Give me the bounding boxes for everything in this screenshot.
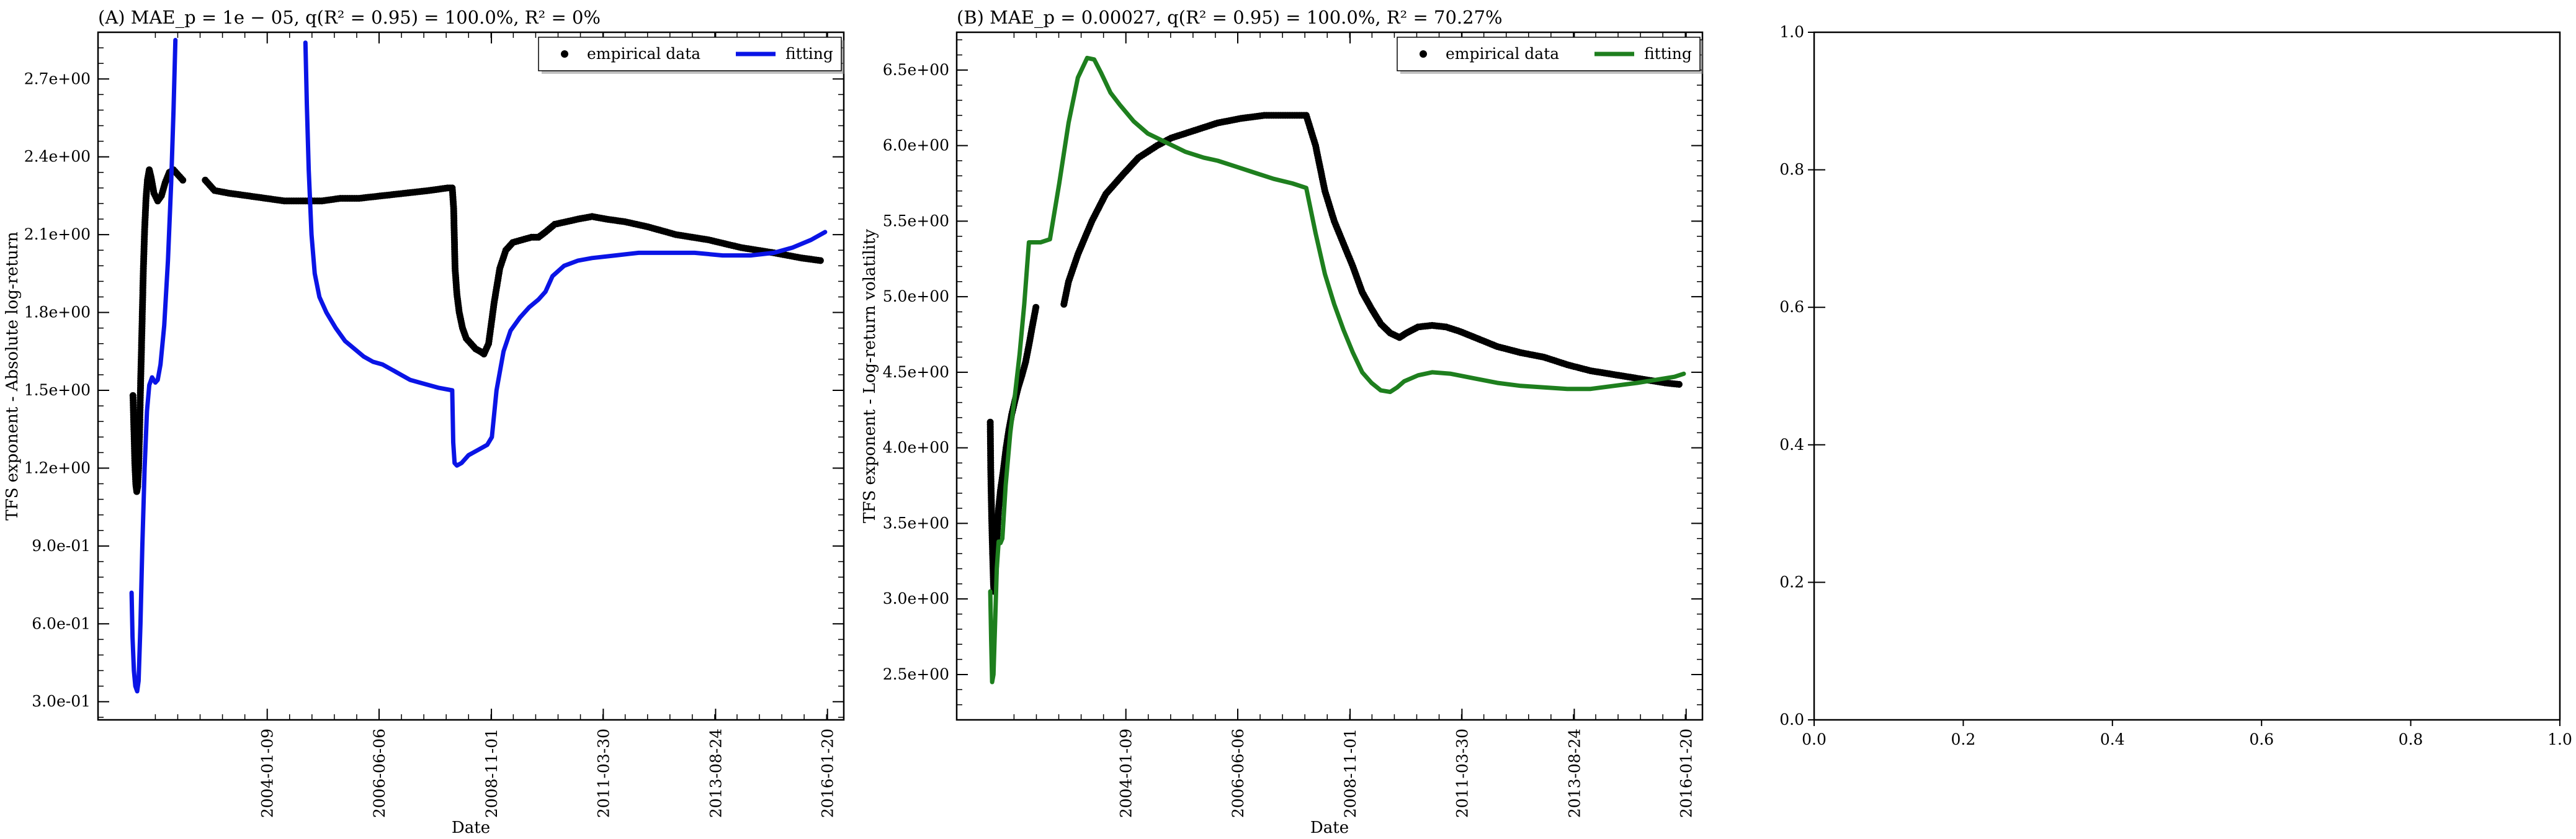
y-tick-label: 5.0e+00 [883, 287, 949, 305]
empirical-point [817, 257, 824, 264]
y-tick-label: 2.5e+00 [883, 665, 949, 683]
legend-label-fitting: fitting [1644, 45, 1692, 63]
y-tick-label: 2.4e+00 [24, 148, 91, 166]
y-axis-label: TFS exponent - Log-return volatility [861, 229, 879, 523]
x-axis-label: Date [1310, 819, 1349, 837]
x-tick-label: 0.6 [2249, 730, 2274, 748]
y-tick-label: 4.5e+00 [883, 363, 949, 381]
x-tick-label: 2016-01-20 [1678, 729, 1696, 818]
x-tick-label: 0.0 [1802, 730, 1827, 748]
y-tick-label: 1.0 [1779, 23, 1804, 41]
legend-label-empirical: empirical data [587, 45, 700, 63]
y-tick-label: 1.2e+00 [24, 459, 91, 477]
y-tick-label: 6.0e-01 [32, 614, 91, 632]
panel-title: (A) MAE_p = 1e − 05, q(R² = 0.95) = 100.… [98, 7, 601, 29]
x-tick-label: 2008-11-01 [483, 729, 501, 818]
legend-marker-empirical [1420, 50, 1427, 58]
y-tick-label: 2.7e+00 [24, 70, 91, 87]
x-tick-label: 1.0 [2547, 730, 2572, 748]
y-tick-label: 0.8 [1779, 161, 1804, 179]
x-axis-label: Date [452, 819, 490, 837]
x-tick-label: 2011-03-30 [594, 729, 612, 818]
legend-label-empirical: empirical data [1446, 45, 1559, 63]
x-tick-label: 2004-01-09 [259, 729, 277, 818]
x-tick-label: 2013-08-24 [1565, 729, 1583, 818]
y-tick-label: 3.0e-01 [32, 693, 91, 711]
y-axis-label: TFS exponent - Absolute log-return [3, 231, 22, 521]
y-tick-label: 0.2 [1779, 573, 1804, 591]
empirical-point [179, 177, 186, 184]
y-tick-label: 1.5e+00 [24, 381, 91, 399]
y-tick-label: 0.4 [1779, 436, 1804, 454]
y-tick-label: 6.5e+00 [883, 61, 949, 79]
x-tick-label: 2004-01-09 [1117, 729, 1135, 818]
x-tick-label: 2006-06-06 [370, 729, 388, 818]
legend-label-fitting: fitting [785, 45, 833, 63]
empirical-point [1032, 304, 1039, 311]
x-tick-label: 2016-01-20 [819, 729, 837, 818]
y-tick-label: 5.5e+00 [883, 212, 949, 230]
y-tick-label: 0.6 [1779, 298, 1804, 316]
x-tick-label: 2011-03-30 [1453, 729, 1471, 818]
x-tick-label: 0.4 [2100, 730, 2125, 748]
empirical-point [1676, 381, 1683, 388]
y-tick-label: 9.0e-01 [32, 537, 91, 555]
y-tick-label: 4.0e+00 [883, 439, 949, 457]
y-tick-label: 1.8e+00 [24, 303, 91, 321]
x-tick-label: 0.2 [1951, 730, 1976, 748]
x-tick-label: 0.8 [2399, 730, 2423, 748]
legend: empirical data fitting [1397, 37, 1703, 74]
y-tick-label: 0.0 [1779, 711, 1804, 729]
y-tick-label: 3.5e+00 [883, 514, 949, 532]
x-tick-label: 2008-11-01 [1341, 729, 1359, 818]
legend: empirical data fitting [539, 37, 844, 74]
y-tick-label: 6.0e+00 [883, 137, 949, 155]
panel-title: (B) MAE_p = 0.00027, q(R² = 0.95) = 100.… [957, 7, 1503, 29]
legend-marker-empirical [561, 50, 568, 58]
y-tick-label: 2.1e+00 [24, 225, 91, 243]
x-tick-label: 2006-06-06 [1229, 729, 1247, 818]
y-tick-label: 3.0e+00 [883, 590, 949, 608]
x-tick-label: 2013-08-24 [707, 729, 725, 818]
